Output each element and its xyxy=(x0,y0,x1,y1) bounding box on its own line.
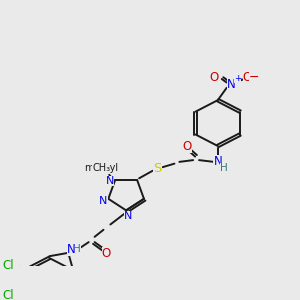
Text: −: − xyxy=(249,71,260,84)
Text: +: + xyxy=(234,74,241,83)
Text: N: N xyxy=(106,176,114,186)
Text: O: O xyxy=(183,140,192,152)
Text: O: O xyxy=(209,71,218,84)
Text: Cl: Cl xyxy=(2,260,14,272)
Text: O: O xyxy=(243,71,252,84)
Text: H: H xyxy=(220,163,228,173)
Text: O: O xyxy=(102,247,111,260)
Text: N: N xyxy=(124,211,132,221)
Text: N: N xyxy=(213,155,222,168)
Text: N: N xyxy=(99,196,108,206)
Text: N: N xyxy=(67,243,75,256)
Text: S: S xyxy=(154,162,162,176)
Text: N: N xyxy=(227,78,236,91)
Text: H: H xyxy=(73,244,81,254)
Text: methyl: methyl xyxy=(84,163,118,173)
Text: CH₃: CH₃ xyxy=(92,163,110,173)
Text: Cl: Cl xyxy=(2,290,14,300)
